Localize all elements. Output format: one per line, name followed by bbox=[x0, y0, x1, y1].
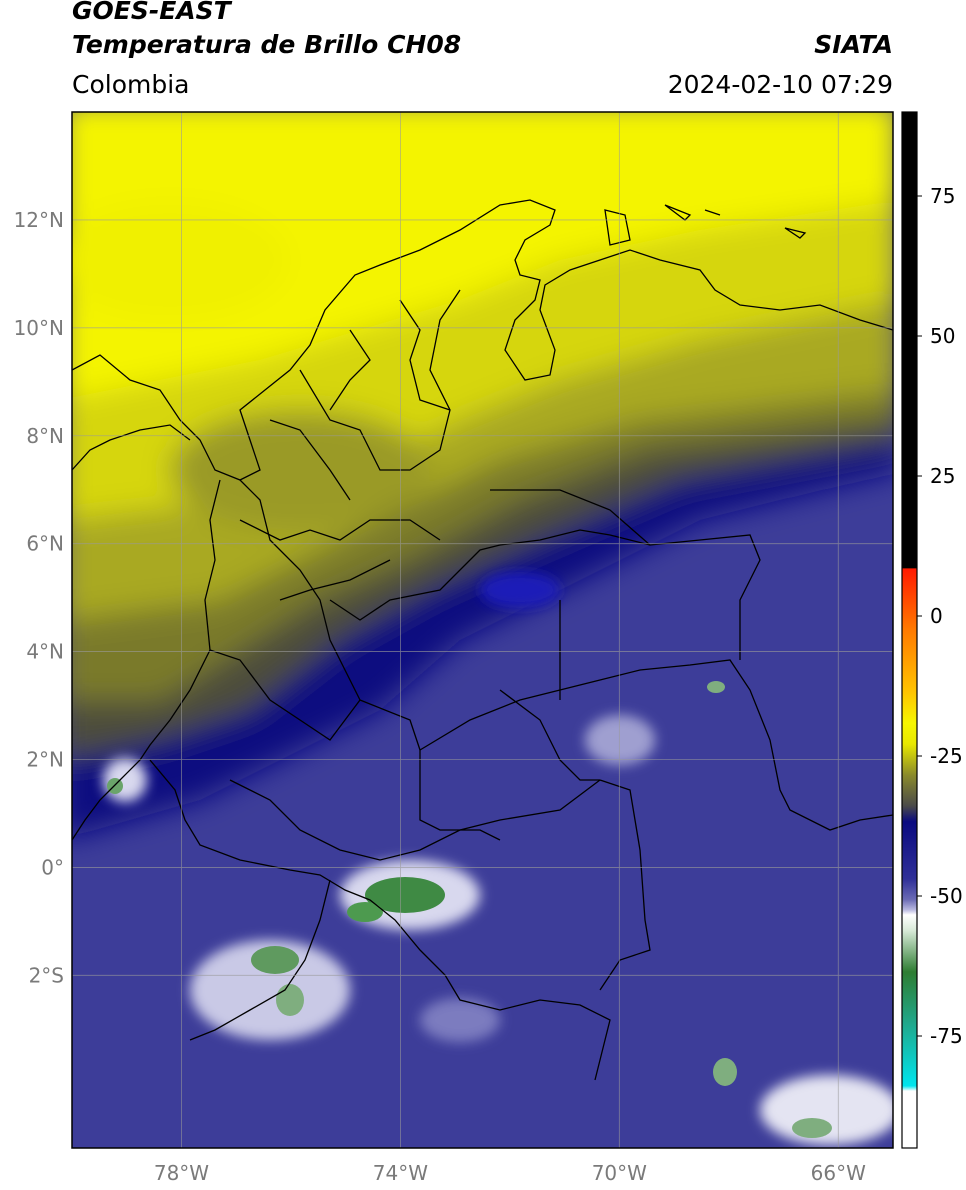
colorbar-tick-label: 0 bbox=[930, 604, 943, 628]
longitude-tick-label: 70°W bbox=[592, 1161, 647, 1185]
latitude-tick-label: 8°N bbox=[26, 424, 64, 448]
product-title: Temperatura de Brillo CH08 bbox=[72, 30, 462, 59]
map-frame bbox=[71, 111, 894, 1149]
colorbar-tick-label: 25 bbox=[930, 464, 955, 488]
coastlines-and-borders bbox=[72, 199, 893, 1081]
colorbar-tick-label: -75 bbox=[930, 1024, 963, 1048]
gridlines bbox=[72, 112, 893, 1148]
colorbar-ticks: 75 50 25 0 -25 -50 -75 bbox=[917, 184, 963, 1048]
longitude-tick-label: 78°W bbox=[154, 1161, 209, 1185]
region-label: Colombia bbox=[72, 70, 190, 99]
colorbar bbox=[901, 111, 918, 1149]
colorbar-tick-label: -25 bbox=[930, 744, 963, 768]
longitude-tick-label: 74°W bbox=[373, 1161, 428, 1185]
longitude-tick-label: 66°W bbox=[811, 1161, 866, 1185]
latitude-tick-label: 12°N bbox=[14, 208, 64, 232]
datetime-label: 2024-02-10 07:29 bbox=[667, 70, 893, 99]
latitude-tick-label: 6°N bbox=[26, 532, 64, 556]
colorbar-tick-label: 75 bbox=[930, 184, 955, 208]
source-label: SIATA bbox=[814, 30, 893, 59]
latitude-tick-label: 2°N bbox=[26, 748, 64, 772]
latitude-tick-label: 4°N bbox=[26, 640, 64, 664]
satellite-title: GOES-EAST bbox=[72, 0, 231, 25]
latitude-labels: 12°N 10°N 8°N 6°N 4°N 2°N 0° 2°S bbox=[14, 208, 64, 987]
brightness-temperature-image bbox=[72, 112, 893, 1148]
longitude-labels: 78°W 74°W 70°W 66°W bbox=[154, 1161, 866, 1185]
colorbar-tick-label: -50 bbox=[930, 884, 963, 908]
colorbar-tick-label: 50 bbox=[930, 324, 955, 348]
latitude-tick-label: 10°N bbox=[14, 316, 64, 340]
latitude-tick-label: 2°S bbox=[29, 963, 64, 987]
latitude-tick-label: 0° bbox=[41, 855, 64, 879]
